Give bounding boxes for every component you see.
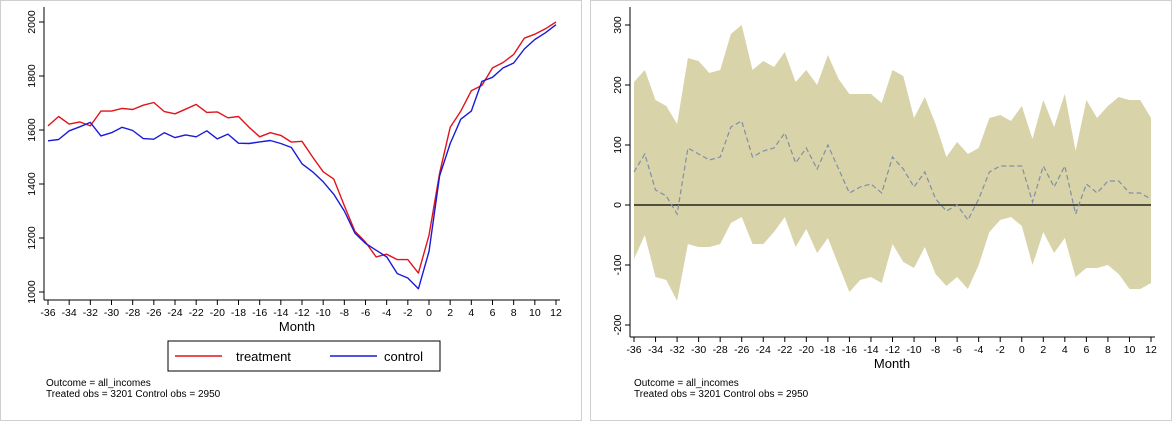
- y-tick-label: 1600: [26, 118, 38, 142]
- x-tick-label: -36: [40, 307, 55, 319]
- x-tick-label: -28: [713, 344, 728, 356]
- x-tick-label: 12: [550, 307, 562, 319]
- y-tick-label: 0: [612, 202, 624, 208]
- y-tick-label: 2000: [26, 10, 38, 34]
- x-tick-label: 2: [447, 307, 453, 319]
- x-tick-label: -34: [648, 344, 663, 356]
- note-outcome: Outcome = all_incomes: [634, 378, 739, 389]
- y-tick-label: 200: [612, 76, 624, 94]
- x-tick-label: -10: [906, 344, 921, 356]
- y-tick-label: 1200: [26, 226, 38, 250]
- estimate-dashed-line: [633, 120, 1152, 222]
- x-tick-label: -12: [885, 344, 900, 356]
- x-tick-label: -30: [104, 307, 119, 319]
- x-tick-label: -24: [167, 307, 182, 319]
- x-tick-label: -34: [62, 307, 77, 319]
- note-observations: Treated obs = 3201 Control obs = 2950: [46, 389, 221, 400]
- x-tick-label: -24: [756, 344, 771, 356]
- x-tick-label: -28: [125, 307, 140, 319]
- x-tick-label: 8: [511, 307, 517, 319]
- x-tick-label: 6: [1083, 344, 1089, 356]
- y-tick-label: -100: [612, 254, 624, 275]
- x-tick-label: -22: [189, 307, 204, 319]
- y-tick-label: 1000: [26, 280, 38, 304]
- confidence-band: [634, 25, 1151, 301]
- x-tick-label: -10: [316, 307, 331, 319]
- x-tick-label: -30: [691, 344, 706, 356]
- x-tick-label: 4: [468, 307, 474, 319]
- x-tick-label: 0: [1019, 344, 1025, 356]
- x-tick-label: -6: [952, 344, 961, 356]
- series-line-control: [47, 24, 557, 290]
- note-observations: Treated obs = 3201 Control obs = 2950: [634, 389, 809, 400]
- x-tick-label: -26: [146, 307, 161, 319]
- x-tick-label: 0: [426, 307, 432, 319]
- x-tick-label: -14: [273, 307, 288, 319]
- y-tick-label: 1400: [26, 172, 38, 196]
- x-tick-label: 4: [1062, 344, 1068, 356]
- x-tick-label: -12: [294, 307, 309, 319]
- legend-label-treatment: treatment: [236, 349, 291, 364]
- x-axis-title: Month: [279, 319, 315, 334]
- legend-label-control: control: [384, 349, 423, 364]
- x-tick-label: -36: [626, 344, 641, 356]
- x-tick-label: -16: [842, 344, 857, 356]
- x-tick-label: -8: [931, 344, 940, 356]
- y-tick-label: -200: [612, 314, 624, 335]
- legend: treatment control: [167, 340, 441, 372]
- x-tick-label: -22: [777, 344, 792, 356]
- series-line-treatment: [47, 21, 557, 274]
- x-tick-label: -14: [863, 344, 878, 356]
- left-chart-panel: -36 -34 -32 -30 -28 -26 -24 -22 -20 -18 -16 -14 -12-…: [0, 0, 582, 421]
- x-tick-label: -4: [382, 307, 391, 319]
- x-tick-label: -26: [734, 344, 749, 356]
- x-tick-label: -4: [974, 344, 983, 356]
- x-tick-label: 8: [1105, 344, 1111, 356]
- x-tick-label: -2: [996, 344, 1005, 356]
- x-tick-label: -20: [799, 344, 814, 356]
- x-tick-label: -32: [669, 344, 684, 356]
- x-tick-label: -8: [340, 307, 349, 319]
- x-tick-label: -20: [210, 307, 225, 319]
- x-tick-label: 10: [529, 307, 541, 319]
- treatment-control-line-chart: -36 -34 -32 -30 -28 -26 -24 -22 -20 -18 -16 -14 -12-…: [0, 0, 582, 421]
- x-axis-title: Month: [874, 356, 910, 371]
- x-tick-label: -32: [83, 307, 98, 319]
- y-tick-label: 1800: [26, 64, 38, 88]
- x-tick-label: -6: [361, 307, 370, 319]
- x-tick-label: -18: [231, 307, 246, 319]
- note-outcome: Outcome = all_incomes: [46, 378, 151, 389]
- x-tick-label: 12: [1145, 344, 1157, 356]
- difference-confidence-band-chart: -36 -34 -32 -30 -28 -26 -24 -22 -20 -18 -16 -14 -12-…: [590, 0, 1172, 421]
- x-tick-label: -18: [820, 344, 835, 356]
- x-tick-label: -2: [403, 307, 412, 319]
- x-tick-label: 2: [1040, 344, 1046, 356]
- right-chart-panel: -36 -34 -32 -30 -28 -26 -24 -22 -20 -18 -16 -14 -12-…: [590, 0, 1172, 421]
- x-tick-label: 6: [490, 307, 496, 319]
- y-tick-label: 100: [612, 136, 624, 154]
- y-tick-label: 300: [612, 16, 624, 34]
- x-tick-label: 10: [1124, 344, 1136, 356]
- x-tick-label: -16: [252, 307, 267, 319]
